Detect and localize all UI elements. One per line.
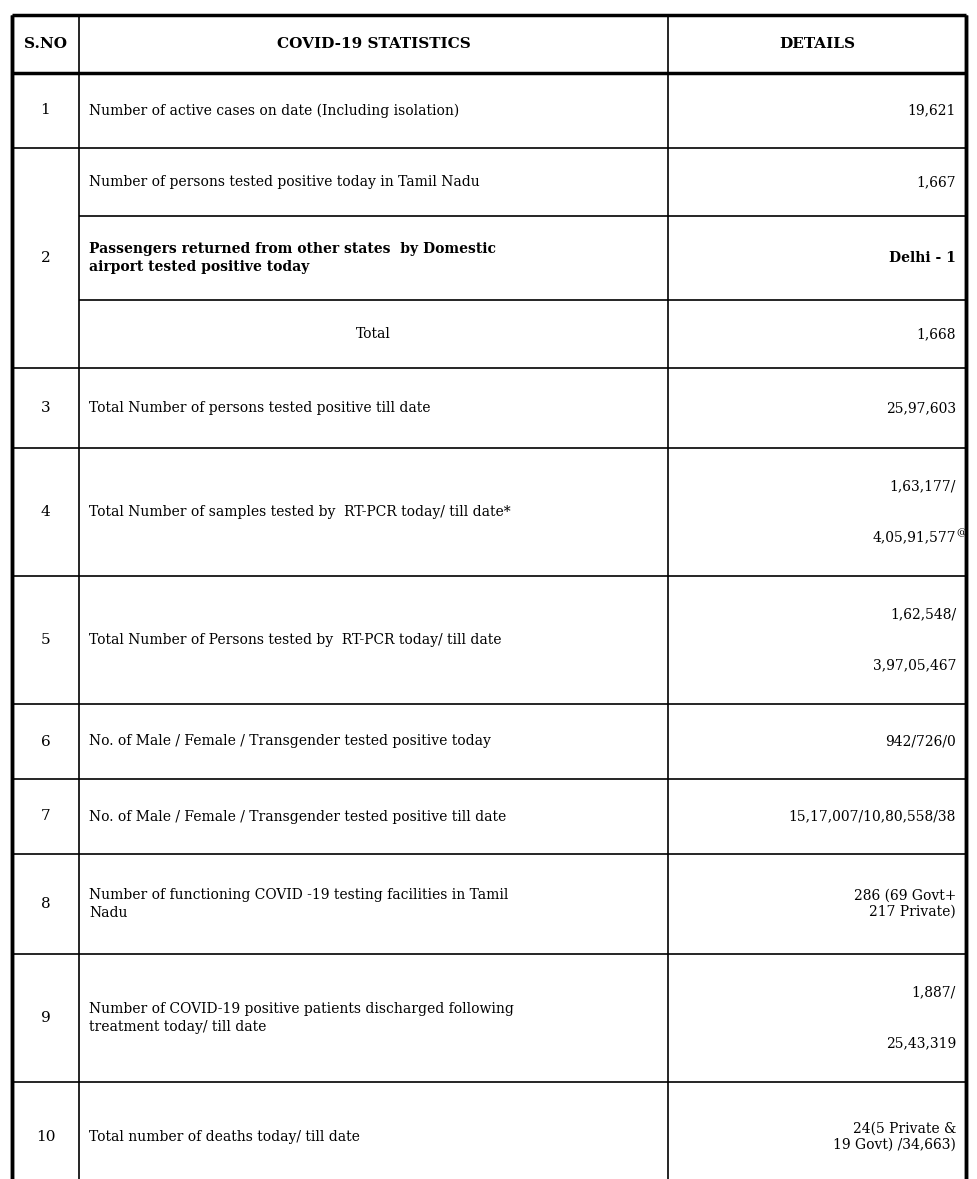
Text: 9: 9 [41, 1012, 51, 1025]
Text: 3: 3 [41, 401, 50, 415]
Text: COVID-19 STATISTICS: COVID-19 STATISTICS [276, 37, 470, 51]
Text: 2: 2 [41, 251, 51, 265]
Text: @: @ [956, 528, 965, 538]
Text: 3,97,05,467: 3,97,05,467 [871, 659, 956, 672]
Text: Total Number of persons tested positive till date: Total Number of persons tested positive … [89, 401, 430, 415]
Text: 1: 1 [41, 104, 51, 118]
Text: Passengers returned from other states  by Domestic
airport tested positive today: Passengers returned from other states by… [89, 242, 495, 275]
Text: 25,43,319: 25,43,319 [885, 1036, 956, 1050]
Text: 217 Private): 217 Private) [869, 905, 956, 918]
Text: 4,05,91,577: 4,05,91,577 [871, 531, 956, 545]
Text: Total number of deaths today/ till date: Total number of deaths today/ till date [89, 1129, 360, 1144]
Text: Total Number of Persons tested by  RT-PCR today/ till date: Total Number of Persons tested by RT-PCR… [89, 633, 501, 647]
Text: 942/726/0: 942/726/0 [884, 735, 956, 749]
Text: Total Number of samples tested by  RT-PCR today/ till date*: Total Number of samples tested by RT-PCR… [89, 505, 510, 519]
Text: No. of Male / Female / Transgender tested positive till date: No. of Male / Female / Transgender teste… [89, 810, 506, 823]
Text: 4: 4 [41, 505, 51, 519]
Text: Number of persons tested positive today in Tamil Nadu: Number of persons tested positive today … [89, 174, 480, 189]
Text: 1,63,177/: 1,63,177/ [889, 480, 956, 493]
Text: 1,887/: 1,887/ [911, 986, 956, 1000]
Text: 7: 7 [41, 810, 50, 823]
Text: 6: 6 [41, 735, 51, 749]
Text: 1,667: 1,667 [915, 174, 956, 189]
Text: DETAILS: DETAILS [779, 37, 854, 51]
Text: 25,97,603: 25,97,603 [885, 401, 956, 415]
Text: Number of active cases on date (Including isolation): Number of active cases on date (Includin… [89, 104, 459, 118]
Text: No. of Male / Female / Transgender tested positive today: No. of Male / Female / Transgender teste… [89, 735, 490, 749]
Text: 19,621: 19,621 [907, 104, 956, 118]
Text: 15,17,007/10,80,558/38: 15,17,007/10,80,558/38 [787, 810, 956, 823]
Text: 1,62,548/: 1,62,548/ [889, 607, 956, 621]
Text: 10: 10 [36, 1129, 55, 1144]
Text: 1,668: 1,668 [915, 327, 956, 341]
Text: Total: Total [356, 327, 391, 341]
Text: 19 Govt) /34,663): 19 Govt) /34,663) [832, 1138, 956, 1152]
Text: 5: 5 [41, 633, 50, 647]
Text: Number of functioning COVID -19 testing facilities in Tamil
Nadu: Number of functioning COVID -19 testing … [89, 888, 508, 920]
Text: Delhi - 1: Delhi - 1 [888, 251, 956, 265]
Text: 8: 8 [41, 897, 50, 911]
Text: S.NO: S.NO [24, 37, 67, 51]
Text: 286 (69 Govt+: 286 (69 Govt+ [853, 889, 956, 903]
Text: 24(5 Private &: 24(5 Private & [852, 1122, 956, 1137]
Text: Number of COVID-19 positive patients discharged following
treatment today/ till : Number of COVID-19 positive patients dis… [89, 1002, 513, 1034]
